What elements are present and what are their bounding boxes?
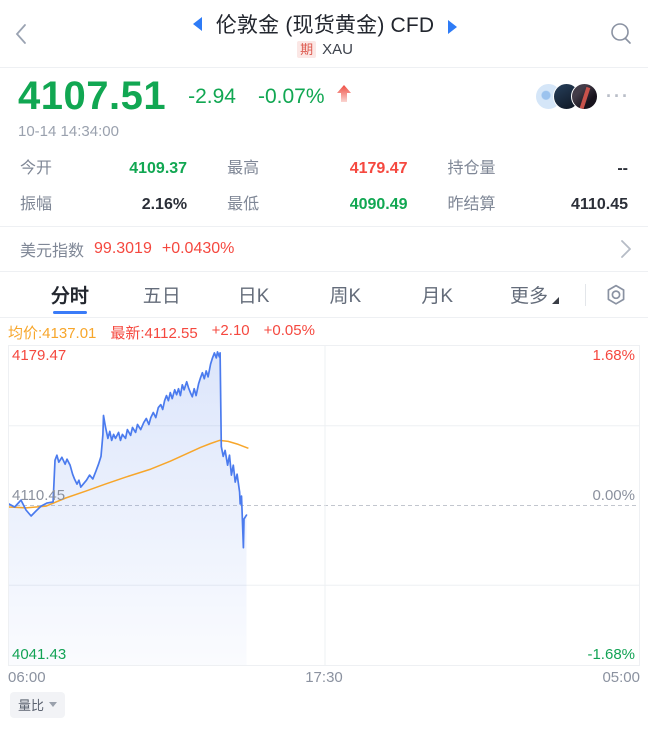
divider [584,283,586,306]
volume-ratio-dropdown[interactable]: 量比 [10,692,66,718]
y-label-high: 4179.47 [12,347,67,364]
y-label-baseline-pct: 0.00% [592,486,635,504]
stats-grid: 今开 4109.37 最高 4179.47 持仓量 -- 振幅 2.16% 最低… [0,144,648,227]
usd-index-change: +0.0430% [161,240,235,257]
stat-amplitude: 振幅 2.16% [20,196,188,213]
avg-price-label: 均价:4137.01 [8,325,97,342]
latest-price-label: 最新:4112.55 [110,325,198,342]
futures-badge: 期 [297,41,317,58]
search-icon [611,22,631,44]
usd-index-row[interactable]: 美元指数 99.3019 +0.0430% [0,227,648,272]
tick-up-arrow-icon [336,84,351,102]
stat-open: 今开 4109.37 [20,160,188,177]
chart-settings-button[interactable] [596,283,636,307]
x-label-start: 06:00 [8,669,46,686]
chart-legend: 均价:4137.01 最新:4112.55 +2.10 +0.05% [0,318,648,345]
more-corner-triangle-icon [551,297,559,304]
next-instrument-icon[interactable] [448,20,458,34]
y-label-baseline: 4110.45 [12,486,66,504]
price-chart[interactable]: 4179.47 1.68% 4110.45 0.00% 4041.43 -1.6… [8,345,640,666]
back-chevron-icon [15,23,26,44]
back-button[interactable] [14,22,50,46]
tab-daily-k[interactable]: 日K [237,286,270,307]
tab-weekly-k[interactable]: 周K [329,286,362,307]
prev-instrument-icon[interactable] [192,17,202,31]
stat-high: 最高 4179.47 [227,160,408,177]
stat-low: 最低 4090.49 [227,196,408,213]
price-change-pct: -0.07% [257,84,325,108]
page-title: 伦敦金 (现货黄金) CFD [215,14,435,37]
price-line [9,351,248,549]
chevron-down-icon [49,702,58,707]
tab-more[interactable]: 更多 [483,272,575,317]
quote-section: 4107.51 -2.94 -0.07% ··· 10-14 14:34:00 [0,68,648,144]
tab-5day[interactable]: 五日 [142,286,181,307]
chevron-right-icon [621,240,631,258]
x-axis: 06:00 17:30 05:00 [0,666,648,686]
avatar [571,83,599,110]
price-change: -2.94 [188,84,236,108]
header: 伦敦金 (现货黄金) CFD 期 XAU [0,0,648,68]
quote-timestamp: 10-14 14:34:00 [18,123,119,140]
latest-change-label: +2.10 [211,322,250,339]
price-chart-canvas [9,346,639,665]
follower-avatars[interactable] [535,83,599,110]
y-label-low: 4041.43 [12,646,67,663]
usd-index-value: 99.3019 [94,240,152,257]
x-label-mid: 17:30 [305,669,343,686]
price-area-fill [9,351,247,665]
stat-prev-settle: 昨结算 4110.45 [447,196,628,213]
tab-monthly-k[interactable]: 月K [421,286,454,307]
last-price: 4107.51 [18,74,167,118]
footer: 量比 [0,686,648,724]
period-tabs: 分时 五日 日K 周K 月K 更多 [0,272,648,318]
instrument-symbol: XAU [322,41,353,58]
latest-change-pct-label: +0.05% [263,322,315,339]
search-button[interactable] [600,21,634,47]
y-label-low-pct: -1.68% [587,646,635,663]
title-block: 伦敦金 (现货黄金) CFD 期 XAU [50,9,600,58]
stat-open-interest: 持仓量 -- [447,160,628,177]
tab-minute[interactable]: 分时 [24,272,116,317]
usd-index-label: 美元指数 [20,243,85,260]
x-label-end: 05:00 [602,669,640,686]
y-label-high-pct: 1.68% [592,347,635,364]
more-menu-icon[interactable]: ··· [606,86,630,106]
gear-icon [607,284,625,305]
average-line [9,439,249,509]
